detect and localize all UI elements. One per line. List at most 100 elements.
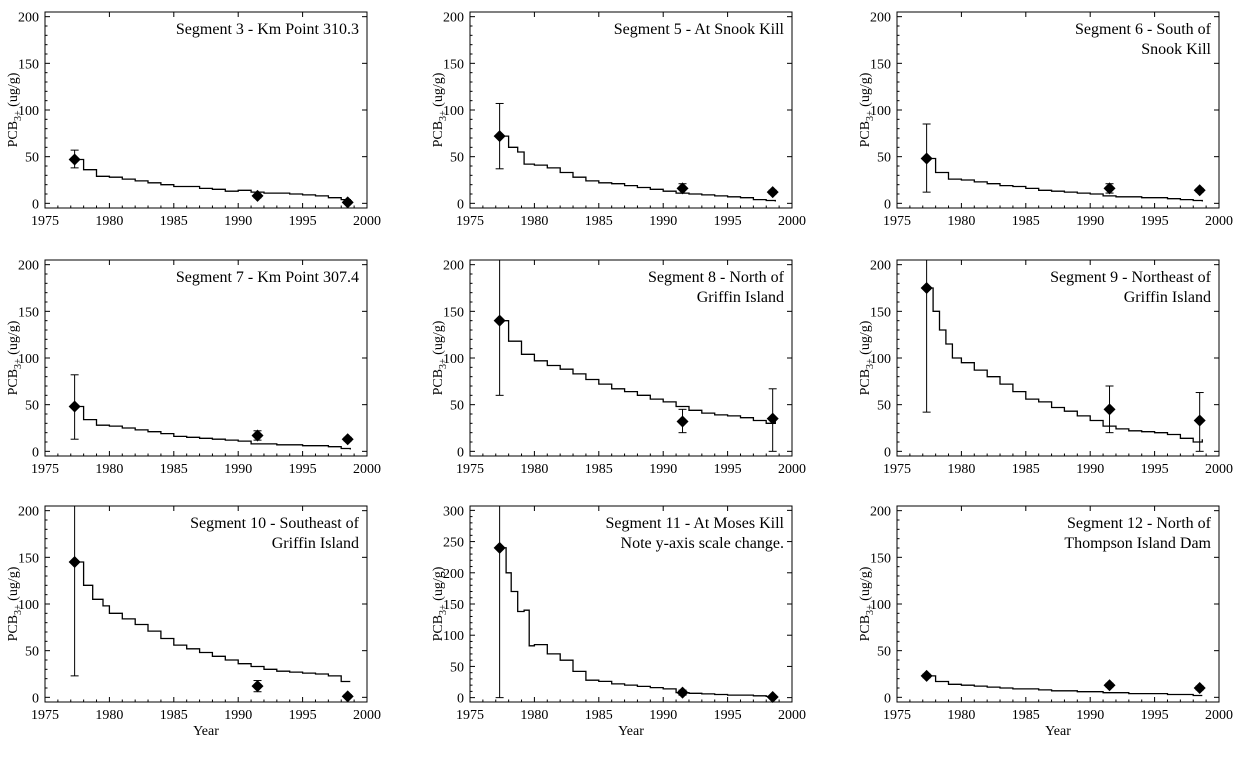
x-tick-label: 2000 bbox=[1205, 214, 1233, 229]
observed-point bbox=[341, 196, 354, 209]
observed-point bbox=[676, 686, 689, 699]
x-tick-label: 1975 bbox=[456, 462, 484, 477]
y-tick-label: 0 bbox=[884, 197, 891, 212]
y-tick-label: 0 bbox=[884, 691, 891, 706]
panel-title: Griffin Island bbox=[697, 289, 784, 306]
x-tick-label: 1975 bbox=[31, 708, 59, 723]
y-tick-label: 150 bbox=[870, 551, 891, 566]
panel-5: 1975 1980 1985 1990 1995 2000 0 50 100 150 200 PCB3… bbox=[431, 259, 806, 477]
x-tick-label: 1990 bbox=[1076, 708, 1104, 723]
y-tick-label: 50 bbox=[877, 151, 891, 166]
x-tick-label: 1990 bbox=[1076, 462, 1104, 477]
x-tick-label: 1990 bbox=[649, 708, 677, 723]
y-tick-label: 0 bbox=[457, 445, 464, 460]
panel-title: Segment 10 - Southeast of bbox=[190, 515, 360, 532]
y-tick-label: 200 bbox=[870, 505, 891, 520]
x-tick-label: 1980 bbox=[95, 708, 123, 723]
y-tick-label: 150 bbox=[870, 57, 891, 72]
x-tick-label: 1975 bbox=[456, 214, 484, 229]
x-tick-label: 1975 bbox=[883, 462, 911, 477]
y-tick-label: 200 bbox=[18, 259, 39, 274]
model-series-line bbox=[926, 675, 1203, 697]
model-series-line bbox=[74, 561, 351, 683]
y-tick-label: 150 bbox=[870, 305, 891, 320]
panel-title: Segment 12 - North of bbox=[1067, 515, 1212, 532]
x-tick-label: 1980 bbox=[947, 708, 975, 723]
observed-point bbox=[68, 153, 81, 166]
y-tick-label: 300 bbox=[443, 504, 464, 519]
observed-point bbox=[251, 189, 264, 202]
x-tick-label: 1985 bbox=[160, 462, 188, 477]
y-axis-label: PCB3+ (ug/g) bbox=[431, 72, 449, 147]
x-tick-label: 1985 bbox=[585, 462, 613, 477]
x-tick-label: 1980 bbox=[95, 214, 123, 229]
x-tick-label: 1990 bbox=[649, 214, 677, 229]
panel-8: 1975 1980 1985 1990 1995 2000 0 50 100 150 200 250 3… bbox=[431, 504, 806, 739]
y-tick-label: 50 bbox=[877, 645, 891, 660]
x-tick-label: 1995 bbox=[1141, 214, 1169, 229]
panel-6: 1975 1980 1985 1990 1995 2000 0 50 100 150 200 PCB3… bbox=[858, 259, 1233, 477]
x-axis-label: Year bbox=[193, 724, 219, 739]
plot-frame bbox=[44, 259, 368, 457]
y-axis-label: PCB3+ (ug/g) bbox=[858, 320, 876, 395]
observed-point bbox=[766, 186, 779, 199]
observed-point bbox=[676, 415, 689, 428]
y-axis-label-unit: (ug/g) bbox=[431, 566, 446, 604]
model-series-line bbox=[74, 158, 351, 202]
panel-title: Segment 5 - At Snook Kill bbox=[614, 21, 785, 38]
y-axis-label-main: PCB bbox=[431, 369, 446, 395]
y-tick-label: 100 bbox=[18, 598, 39, 613]
y-tick-label: 200 bbox=[870, 11, 891, 26]
x-tick-label: 1975 bbox=[883, 214, 911, 229]
x-tick-label: 1995 bbox=[289, 708, 317, 723]
x-tick-label: 1985 bbox=[585, 214, 613, 229]
x-tick-label: 1975 bbox=[31, 214, 59, 229]
y-axis-label-main: PCB bbox=[6, 369, 21, 395]
y-tick-label: 0 bbox=[457, 197, 464, 212]
y-axis-label-sub: 3+ bbox=[13, 358, 24, 369]
x-tick-label: 1975 bbox=[31, 462, 59, 477]
y-tick-label: 200 bbox=[443, 567, 464, 582]
panel-3: 1975 1980 1985 1990 1995 2000 0 50 100 150 200 PCB3… bbox=[858, 11, 1233, 229]
y-tick-label: 0 bbox=[32, 445, 39, 460]
y-axis-label-sub: 3+ bbox=[13, 110, 24, 121]
y-tick-label: 50 bbox=[25, 399, 39, 414]
y-tick-label: 50 bbox=[450, 151, 464, 166]
x-tick-label: 1980 bbox=[520, 462, 548, 477]
y-axis-label-main: PCB bbox=[858, 369, 873, 395]
y-tick-label: 150 bbox=[18, 57, 39, 72]
y-tick-label: 200 bbox=[18, 11, 39, 26]
y-tick-label: 100 bbox=[443, 104, 464, 119]
y-tick-label: 50 bbox=[450, 660, 464, 675]
x-tick-label: 1990 bbox=[649, 462, 677, 477]
panel-title: Segment 9 - Northeast of bbox=[1050, 269, 1212, 286]
model-series-line bbox=[499, 135, 776, 202]
model-series-line bbox=[926, 157, 1203, 202]
panel-title: Segment 6 - South of bbox=[1075, 21, 1212, 38]
y-tick-label: 50 bbox=[877, 399, 891, 414]
y-axis-label: PCB3+ (ug/g) bbox=[858, 566, 876, 641]
observed-point bbox=[251, 680, 264, 693]
y-tick-label: 200 bbox=[18, 505, 39, 520]
y-tick-label: 50 bbox=[450, 399, 464, 414]
x-tick-label: 2000 bbox=[353, 214, 381, 229]
y-tick-label: 0 bbox=[457, 692, 464, 707]
observed-point bbox=[493, 314, 506, 327]
y-axis-label-sub: 3+ bbox=[865, 604, 876, 615]
y-axis-label-unit: (ug/g) bbox=[6, 566, 21, 604]
x-tick-label: 1980 bbox=[95, 462, 123, 477]
x-tick-label: 1990 bbox=[224, 214, 252, 229]
x-tick-label: 1985 bbox=[160, 214, 188, 229]
y-axis-label: PCB3+ (ug/g) bbox=[6, 72, 24, 147]
observed-point bbox=[1103, 679, 1116, 692]
observed-point bbox=[920, 669, 933, 682]
y-axis-label-main: PCB bbox=[431, 121, 446, 147]
observed-point bbox=[68, 400, 81, 413]
y-axis-label: PCB3+ (ug/g) bbox=[6, 320, 24, 395]
x-tick-label: 1990 bbox=[224, 462, 252, 477]
y-axis-label: PCB3+ (ug/g) bbox=[858, 72, 876, 147]
y-axis-label-main: PCB bbox=[6, 121, 21, 147]
panel-title: Griffin Island bbox=[1124, 289, 1211, 306]
y-axis-label-sub: 3+ bbox=[438, 604, 449, 615]
y-axis-label-unit: (ug/g) bbox=[6, 72, 21, 110]
